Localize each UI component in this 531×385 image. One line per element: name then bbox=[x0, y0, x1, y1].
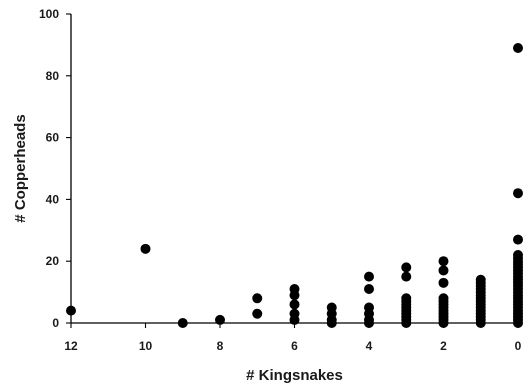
data-point bbox=[289, 314, 300, 325]
x-tick-label: 0 bbox=[515, 339, 522, 353]
y-tick-label: 0 bbox=[52, 316, 59, 330]
data-point bbox=[252, 293, 263, 304]
data-point bbox=[438, 256, 449, 267]
data-point bbox=[438, 318, 449, 328]
data-point bbox=[364, 318, 374, 328]
data-point bbox=[364, 284, 374, 295]
y-tick-label: 20 bbox=[46, 254, 60, 268]
y-tick-label: 80 bbox=[46, 69, 60, 83]
y-tick-label: 60 bbox=[46, 131, 60, 145]
data-point bbox=[513, 234, 523, 245]
data-point bbox=[513, 318, 523, 328]
x-tick-label: 2 bbox=[440, 339, 447, 353]
data-point bbox=[326, 318, 337, 328]
data-point bbox=[252, 308, 263, 319]
data-point bbox=[513, 188, 523, 199]
data-point bbox=[401, 271, 412, 282]
x-tick-label: 6 bbox=[291, 339, 298, 353]
data-point bbox=[401, 262, 412, 273]
x-tick-label: 4 bbox=[366, 339, 373, 353]
data-point bbox=[401, 318, 412, 328]
data-point bbox=[215, 314, 225, 325]
data-point bbox=[66, 305, 76, 316]
data-point bbox=[513, 42, 523, 53]
y-tick-label: 100 bbox=[39, 7, 59, 21]
data-point bbox=[289, 299, 300, 310]
x-tick-label: 12 bbox=[64, 339, 78, 353]
x-tick-label: 8 bbox=[217, 339, 224, 353]
data-point bbox=[438, 277, 449, 288]
data-point bbox=[289, 290, 300, 301]
data-point bbox=[140, 243, 151, 254]
data-point bbox=[475, 318, 486, 328]
y-axis-ticks: 0 20 40 60 80 100 bbox=[39, 7, 71, 330]
data-points bbox=[66, 42, 523, 328]
x-axis-title: # Kingsnakes bbox=[246, 367, 343, 384]
x-axis-ticks: 12 10 8 6 4 2 0 bbox=[64, 323, 522, 353]
data-point bbox=[438, 265, 449, 276]
data-point bbox=[177, 318, 188, 328]
y-axis-title: # Copperheads bbox=[12, 114, 29, 222]
x-tick-label: 10 bbox=[139, 339, 153, 353]
y-tick-label: 40 bbox=[46, 192, 60, 206]
data-point bbox=[364, 271, 374, 282]
